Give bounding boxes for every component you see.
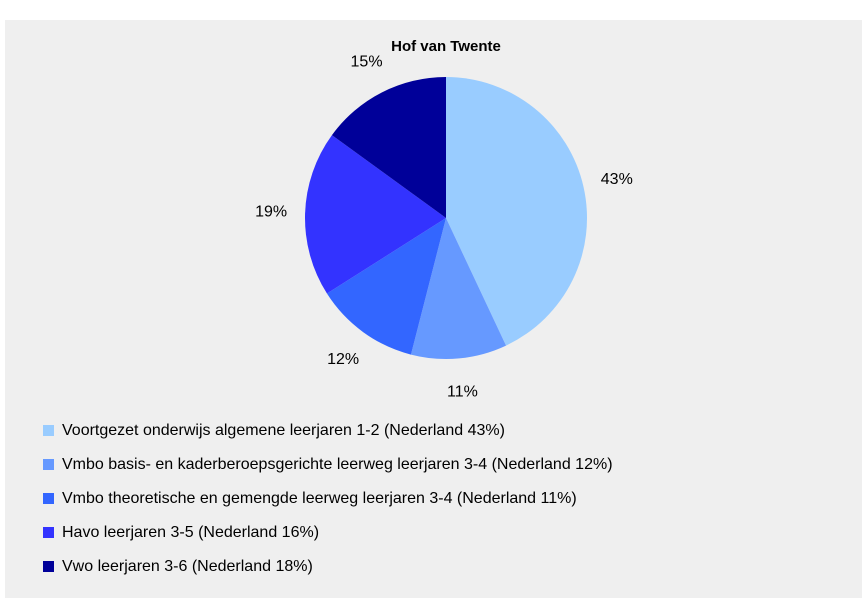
data-label: 15%: [351, 53, 383, 70]
data-label: 43%: [601, 171, 633, 188]
pie-slice: [331, 77, 446, 218]
legend-swatch: [43, 561, 54, 572]
legend-swatch: [43, 527, 54, 538]
legend-swatch: [43, 459, 54, 470]
legend-swatch: [43, 493, 54, 504]
data-label: 19%: [255, 204, 287, 221]
pie-slice: [410, 218, 507, 359]
legend-label: Vmbo basis- en kaderberoepsgerichte leer…: [62, 456, 613, 473]
legend-label: Vmbo theoretische en gemengde leerweg le…: [62, 490, 577, 507]
data-label: 12%: [327, 351, 359, 368]
legend-label: Voortgezet onderwijs algemene leerjaren …: [62, 422, 505, 439]
legend-label: Vwo leerjaren 3-6 (Nederland 18%): [62, 558, 313, 575]
legend-label: Havo leerjaren 3-5 (Nederland 16%): [62, 524, 319, 541]
pie-slice: [326, 218, 446, 355]
legend-swatch: [43, 425, 54, 436]
pie-slice: [446, 77, 587, 346]
data-label: 11%: [447, 383, 478, 400]
pie-slice: [305, 135, 446, 294]
chart-title: Hof van Twente: [391, 38, 501, 55]
